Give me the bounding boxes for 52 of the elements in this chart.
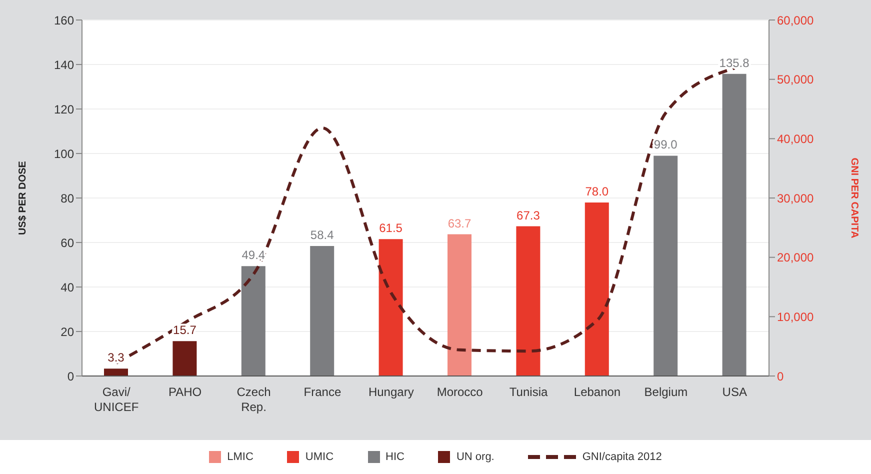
y-tick-label: 140 bbox=[54, 58, 74, 72]
legend-label: UMIC bbox=[305, 451, 334, 463]
data-label: 99.0 bbox=[654, 138, 678, 152]
bar bbox=[378, 239, 403, 376]
bar bbox=[448, 234, 472, 376]
data-label: 63.7 bbox=[448, 216, 472, 230]
data-label: 67.3 bbox=[516, 208, 540, 222]
y-axis-title: US$ PER DOSE bbox=[18, 160, 29, 235]
y-tick-label: 100 bbox=[54, 146, 74, 161]
y-tick-label: 160 bbox=[54, 13, 74, 28]
legend-label: UN org. bbox=[456, 451, 494, 463]
bar bbox=[172, 341, 197, 376]
legend-label: LMIC bbox=[227, 451, 254, 463]
bar bbox=[104, 368, 128, 376]
bar bbox=[241, 266, 266, 376]
bar bbox=[722, 74, 746, 376]
bar bbox=[584, 202, 609, 376]
data-label: 61.5 bbox=[379, 221, 403, 236]
data-label: 58.4 bbox=[310, 228, 334, 242]
x-tick-label: France bbox=[304, 385, 342, 399]
data-label: 3.3 bbox=[108, 350, 125, 365]
data-label: 135.8 bbox=[719, 56, 750, 70]
x-tick-label: Morocco bbox=[436, 385, 484, 399]
y2-tick-label: 50,000 bbox=[777, 72, 814, 87]
y-tick-label: 120 bbox=[54, 102, 74, 116]
y2-tick-label: 40,000 bbox=[777, 132, 814, 146]
y-tick-label: 0 bbox=[67, 369, 74, 384]
y2-tick-label: 30,000 bbox=[777, 191, 814, 206]
legend-label: HIC bbox=[386, 451, 404, 463]
y-tick-label: 20 bbox=[60, 324, 74, 339]
bar bbox=[654, 156, 678, 376]
x-tick-label: Belgium bbox=[644, 385, 688, 399]
y-tick-label: 60 bbox=[60, 236, 74, 250]
x-tick-label: Lebanon bbox=[574, 385, 621, 399]
y2-axis-title: GNI PER CAPITA bbox=[848, 158, 860, 238]
data-label: 78.0 bbox=[585, 184, 609, 198]
y-tick-label: 80 bbox=[60, 191, 74, 206]
bar bbox=[516, 226, 540, 376]
y2-tick-label: 60,000 bbox=[777, 13, 814, 28]
x-tick-label: Gavi/ UNICEF bbox=[94, 385, 139, 414]
y2-tick-label: 20,000 bbox=[777, 250, 814, 265]
x-tick-label: PAHO bbox=[168, 385, 202, 399]
y2-tick-label: 10,000 bbox=[777, 310, 814, 324]
x-tick-label: USA bbox=[722, 385, 747, 399]
x-tick-label: Czech Rep. bbox=[236, 385, 271, 414]
data-label: 15.7 bbox=[173, 323, 197, 338]
y2-tick-label: 0 bbox=[777, 369, 784, 384]
bar bbox=[310, 246, 334, 376]
x-tick-label: Tunisia bbox=[509, 385, 548, 399]
x-tick-label: Hungary bbox=[368, 385, 414, 399]
legend-label: GNI/capita 2012 bbox=[582, 451, 662, 463]
y-tick-label: 40 bbox=[60, 280, 74, 294]
